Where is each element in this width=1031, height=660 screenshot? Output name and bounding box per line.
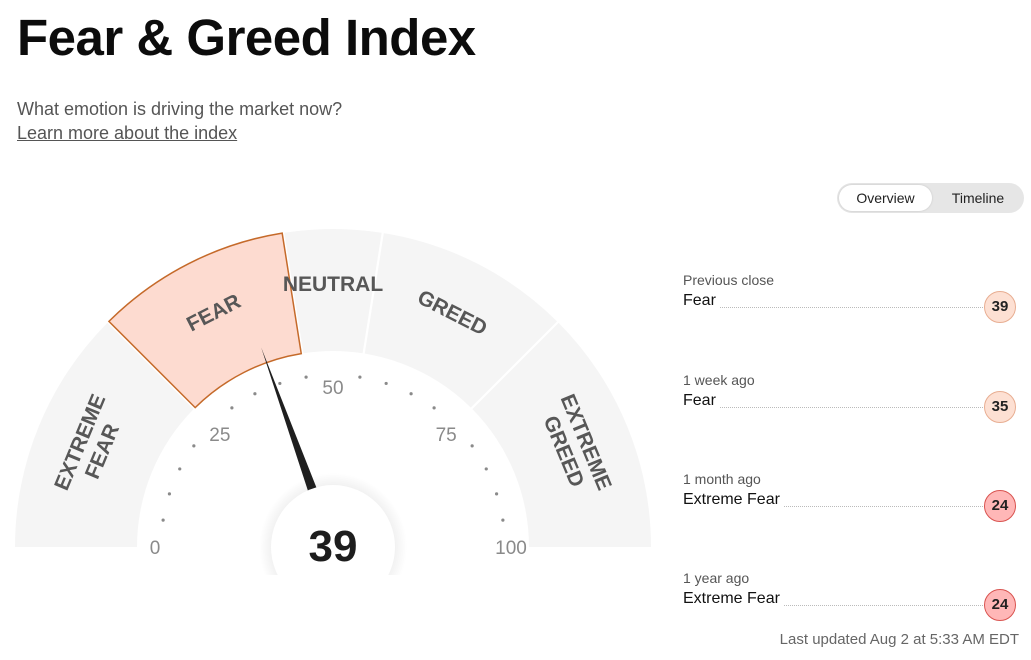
last-updated: Last updated Aug 2 at 5:33 AM EDT (779, 631, 1019, 648)
history-rating: Extreme Fear (683, 590, 784, 608)
gauge-hub (271, 485, 395, 575)
history-1-week-ago: 1 week ago Fear 35 (683, 372, 1019, 423)
history-rating: Fear (683, 392, 720, 410)
timeline-tab[interactable]: Timeline (951, 190, 1005, 206)
history-previous-close: Previous close Fear 39 (683, 272, 1019, 323)
learn-more-link[interactable]: Learn more about the index (17, 123, 238, 143)
history-when: 1 month ago (683, 471, 761, 487)
gauge-tick-label: 0 (150, 538, 161, 559)
gauge-tick (161, 518, 165, 522)
history-when: 1 week ago (683, 372, 755, 388)
gauge-tick (178, 467, 182, 471)
page-subtitle: What emotion is driving the market now? (17, 99, 343, 119)
gauge-tick (494, 492, 499, 496)
history-1-year-ago: 1 year ago Extreme Fear 24 (683, 570, 1019, 621)
history-1-month-ago: 1 month ago Extreme Fear 24 (683, 471, 1019, 522)
gauge-tick-label: 25 (209, 425, 230, 446)
gauge-tick-label: 100 (495, 538, 527, 559)
gauge-tick-label: 50 (322, 378, 343, 399)
zone-extreme-fear (15, 322, 194, 547)
gauge-needle (261, 347, 323, 506)
history-score-badge: 35 (984, 391, 1016, 423)
gauge-tick (409, 392, 413, 396)
gauge-tick (501, 518, 505, 522)
page-title: Fear & Greed Index (17, 9, 476, 66)
dotted-leader (683, 407, 983, 408)
history-score-badge: 24 (984, 589, 1016, 621)
dotted-leader (683, 307, 983, 308)
zone-extreme-greed (472, 322, 651, 547)
view-toggle: Overview Timeline (837, 183, 1024, 213)
gauge-tick-label: 75 (436, 425, 457, 446)
gauge-tick (358, 375, 362, 379)
gauge-tick (167, 492, 172, 496)
fear-greed-gauge: EXTREMEFEARFEARNEUTRALGREEDEXTREMEGREED … (15, 228, 651, 575)
overview-tab[interactable]: Overview (839, 185, 932, 211)
dotted-leader (683, 605, 983, 606)
dotted-leader (683, 506, 983, 507)
history-rating: Fear (683, 292, 720, 310)
zone-neutral-label: NEUTRAL (283, 273, 383, 296)
history-when: Previous close (683, 272, 775, 288)
gauge-tick (432, 406, 436, 410)
zone-neutral (284, 228, 382, 354)
gauge-tick (253, 392, 257, 396)
zone-greed (364, 233, 558, 408)
gauge-tick (278, 381, 282, 386)
gauge-tick (304, 375, 308, 379)
history-rating: Extreme Fear (683, 491, 784, 509)
gauge-tick (230, 406, 234, 410)
gauge-tick (192, 444, 196, 448)
gauge-value: 39 (309, 522, 358, 571)
history-score-badge: 39 (984, 291, 1016, 323)
gauge-tick (470, 444, 474, 448)
history-when: 1 year ago (683, 570, 750, 586)
gauge-tick (484, 467, 488, 471)
zone-fear-active (107, 232, 303, 409)
gauge-tick (384, 381, 388, 386)
history-score-badge: 24 (984, 490, 1016, 522)
